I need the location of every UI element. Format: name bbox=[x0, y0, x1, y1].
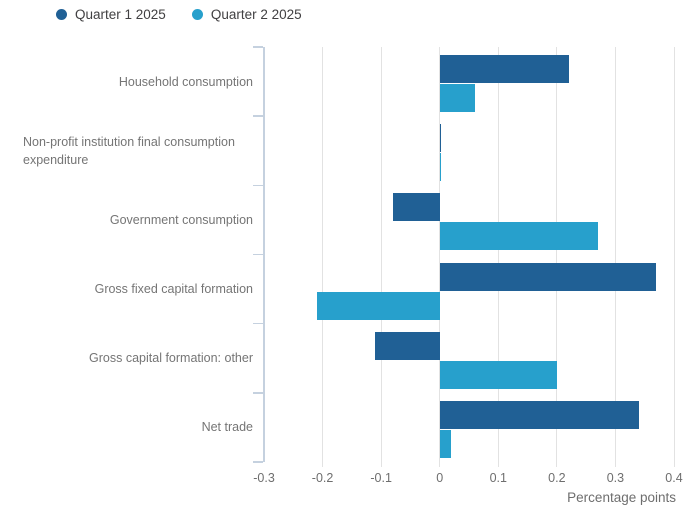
bar-series1-cat3[interactable] bbox=[392, 193, 440, 222]
bar-series1-cat4[interactable] bbox=[439, 262, 657, 291]
x-tick-label: -0.2 bbox=[311, 471, 334, 485]
y-axis-tick bbox=[253, 184, 263, 187]
category-label: Net trade bbox=[23, 393, 253, 462]
legend-label: Quarter 1 2025 bbox=[75, 7, 166, 22]
gridline bbox=[439, 47, 441, 467]
bar-series2-cat2[interactable] bbox=[439, 153, 442, 182]
x-tick-label: 0.2 bbox=[548, 471, 566, 485]
bar-series2-cat1[interactable] bbox=[439, 84, 475, 112]
bar-series2-cat4[interactable] bbox=[316, 291, 440, 320]
bar-series1-cat5[interactable] bbox=[375, 331, 440, 360]
category-label-text: Non-profit institution final consumption… bbox=[23, 134, 235, 167]
x-tick-label: -0.1 bbox=[370, 471, 392, 485]
category-label: Gross capital formation: other bbox=[23, 324, 253, 393]
legend: Quarter 1 2025 Quarter 2 2025 bbox=[56, 7, 302, 22]
gridline bbox=[614, 47, 616, 467]
legend-marker-icon bbox=[191, 9, 203, 20]
legend-label: Quarter 2 2025 bbox=[210, 7, 302, 22]
y-axis-tick bbox=[253, 253, 263, 256]
legend-marker-icon bbox=[56, 9, 67, 20]
category-label-text: Gross fixed capital formation bbox=[94, 282, 253, 297]
category-label-text: Household consumption bbox=[118, 74, 253, 89]
x-tick-label: -0.3 bbox=[253, 471, 275, 485]
gridline bbox=[497, 47, 499, 467]
bar-series2-cat3[interactable] bbox=[439, 222, 598, 251]
legend-item-1: Quarter 1 2025 bbox=[56, 7, 166, 22]
bar-series2-cat6[interactable] bbox=[439, 429, 452, 458]
category-label-text: Government consumption bbox=[109, 212, 253, 227]
x-tick-label: 0.3 bbox=[606, 471, 625, 485]
y-axis-tick bbox=[253, 461, 263, 463]
x-tick-label: 0 bbox=[436, 471, 444, 485]
bar-series1-cat2[interactable] bbox=[439, 124, 442, 153]
category-label: Government consumption bbox=[23, 185, 253, 254]
x-tick-label: 0.1 bbox=[489, 471, 507, 485]
gridline bbox=[556, 47, 558, 467]
gridline bbox=[380, 47, 382, 467]
y-axis-tick bbox=[253, 392, 263, 394]
y-axis-tick bbox=[253, 322, 263, 325]
category-label: Non-profit institution final consumption… bbox=[23, 116, 253, 185]
bar-series1-cat1[interactable] bbox=[439, 55, 569, 83]
category-label: Household consumption bbox=[23, 47, 253, 116]
y-axis-tick bbox=[253, 115, 263, 117]
category-label-text: Net trade bbox=[201, 420, 253, 435]
x-axis-title: Percentage points bbox=[567, 490, 676, 505]
x-tick-label: 0.4 bbox=[665, 471, 683, 485]
category-label-text: Gross capital formation: other bbox=[89, 351, 253, 366]
bar-series2-cat5[interactable] bbox=[439, 360, 557, 389]
legend-item-2: Quarter 2 2025 bbox=[191, 7, 302, 22]
gridline bbox=[322, 47, 324, 467]
bar-series1-cat6[interactable] bbox=[439, 400, 639, 429]
category-label: Gross fixed capital formation bbox=[23, 255, 253, 324]
y-axis-line bbox=[263, 47, 265, 462]
y-axis-tick bbox=[253, 46, 263, 48]
gridline bbox=[673, 47, 675, 467]
